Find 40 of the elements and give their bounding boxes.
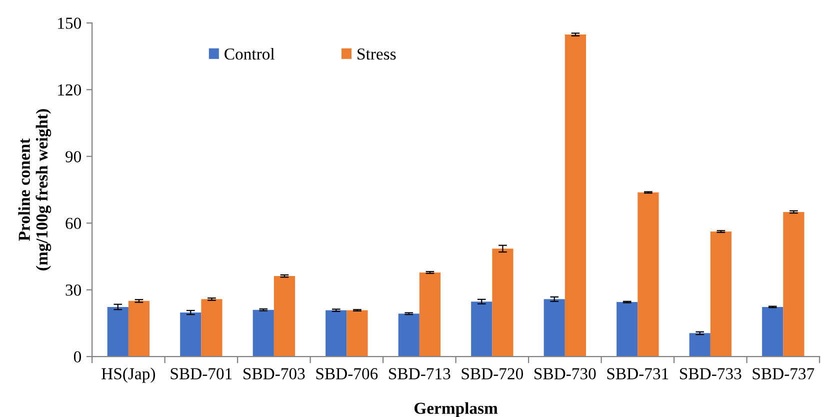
bar xyxy=(398,314,420,357)
bar xyxy=(107,306,128,357)
x-tick-label: SBD-703 xyxy=(244,368,305,380)
legend-label: Control xyxy=(224,48,275,60)
x-tick-label: SBD-730 xyxy=(534,368,596,380)
bar xyxy=(419,272,441,357)
x-tick-label: SBD-733 xyxy=(680,368,742,380)
bar xyxy=(252,310,274,357)
bar xyxy=(689,333,710,357)
y-tick-label: 60 xyxy=(66,218,82,230)
bar xyxy=(180,312,202,357)
bar xyxy=(326,310,347,357)
bar xyxy=(492,248,514,357)
legend-label: Stress xyxy=(358,48,396,60)
y-tick-label: 90 xyxy=(66,151,82,162)
x-tick-label: SBD-706 xyxy=(316,368,378,380)
bar xyxy=(783,212,804,357)
x-tick-label: SBD-737 xyxy=(752,368,814,380)
y-tick-label: 120 xyxy=(58,84,82,96)
bar xyxy=(564,34,586,357)
bar xyxy=(710,232,732,357)
bar xyxy=(128,300,150,357)
x-tick-label: SBD-720 xyxy=(462,368,524,380)
bar xyxy=(274,276,296,357)
bar xyxy=(544,299,565,357)
y-tick-label: 0 xyxy=(74,351,82,362)
y-tick-label: 30 xyxy=(66,284,82,296)
x-tick-label: SBD-701 xyxy=(170,368,232,380)
y-axis-title: Proline conent (mg/100g fresh weight) xyxy=(18,109,52,270)
y-tick-label: 150 xyxy=(58,18,82,29)
x-tick-label: HS(Jap) xyxy=(102,368,156,383)
bar xyxy=(762,306,784,357)
x-axis-title: Germplasm xyxy=(414,402,498,417)
x-tick-label: SBD-731 xyxy=(607,368,668,380)
bar xyxy=(201,299,222,357)
bar xyxy=(346,310,368,357)
bar xyxy=(616,302,638,357)
bar xyxy=(471,302,492,357)
x-tick-label: SBD-713 xyxy=(389,368,450,380)
bar xyxy=(638,192,659,357)
